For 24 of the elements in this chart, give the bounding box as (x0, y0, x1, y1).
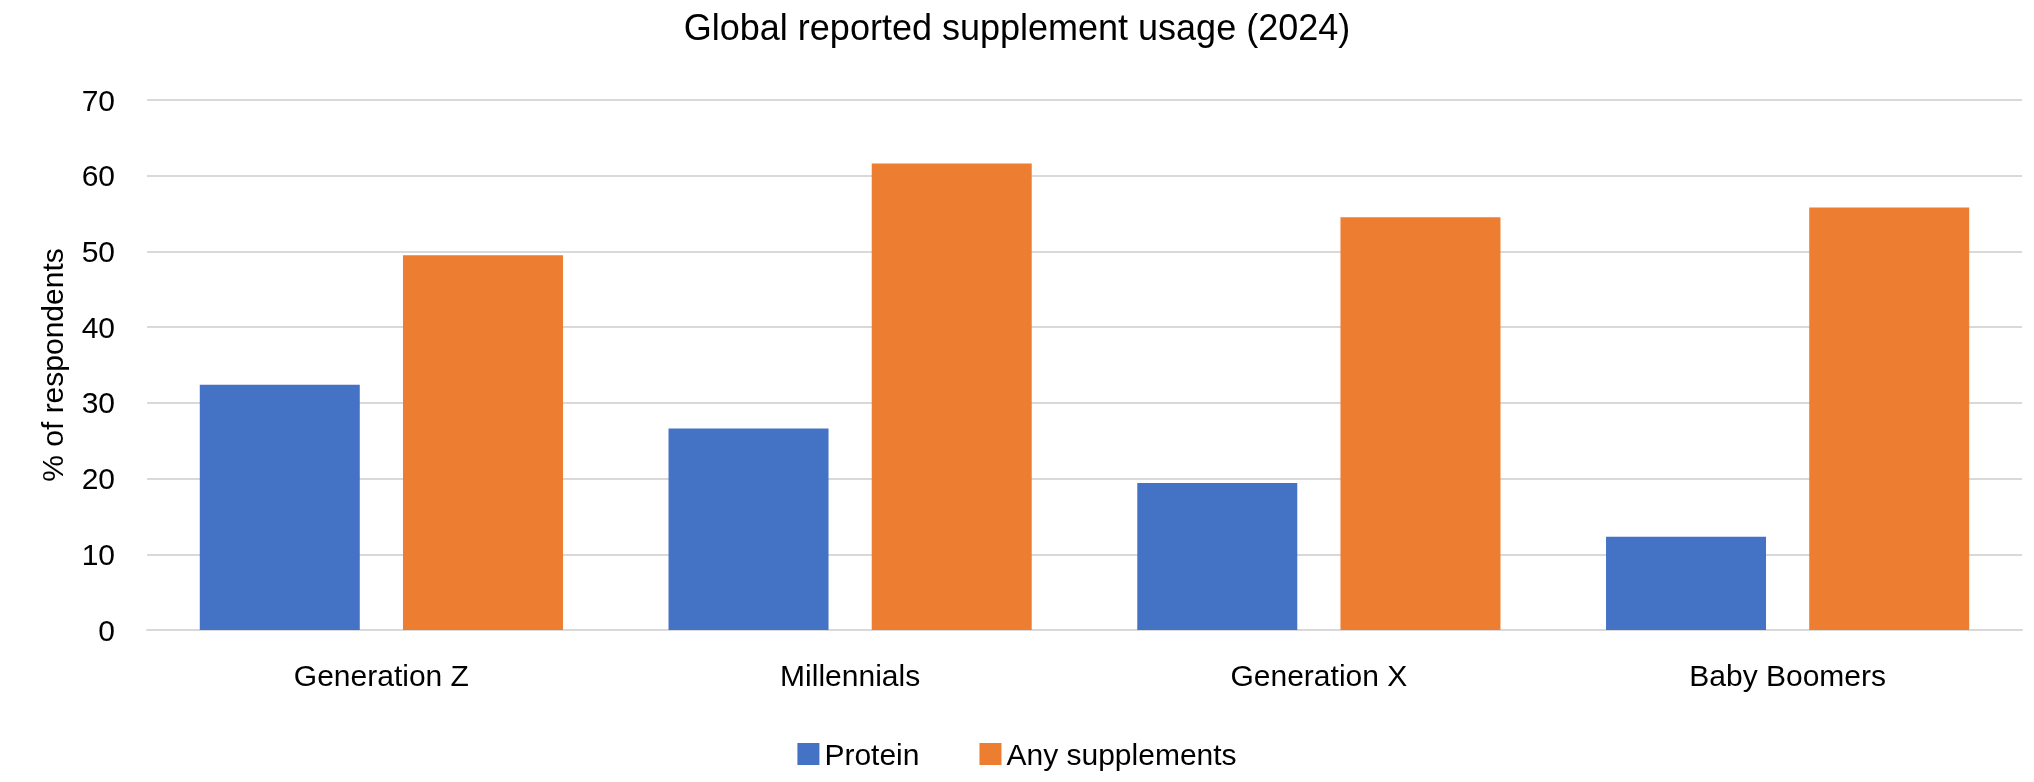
y-axis-title: % of respondents (35, 248, 69, 482)
bar (1809, 207, 1970, 630)
bar (1606, 536, 1767, 630)
chart-title: Global reported supplement usage (2024) (683, 6, 1351, 48)
bar (1340, 217, 1501, 630)
y-tick-label: 30 (81, 386, 115, 420)
x-tick-label: Millennials (780, 658, 921, 692)
bar (199, 384, 360, 630)
x-tick-label: Generation X (1230, 658, 1408, 692)
y-tick-label: 40 (81, 310, 115, 344)
legend-label: Protein (824, 737, 920, 771)
legend-label: Any supplements (1006, 737, 1237, 771)
y-tick-label: 0 (98, 613, 115, 647)
y-tick-label: 60 (81, 159, 115, 193)
y-tick-label: 70 (81, 83, 115, 117)
y-tick-label: 50 (81, 234, 115, 268)
bar (1137, 483, 1298, 630)
y-tick-label: 10 (81, 537, 115, 571)
y-tick-label: 20 (81, 462, 115, 496)
x-tick-label: Baby Boomers (1689, 658, 1887, 692)
bar (402, 255, 563, 630)
bar (871, 163, 1032, 630)
x-tick-label: Generation Z (293, 658, 469, 692)
bar (668, 428, 829, 630)
